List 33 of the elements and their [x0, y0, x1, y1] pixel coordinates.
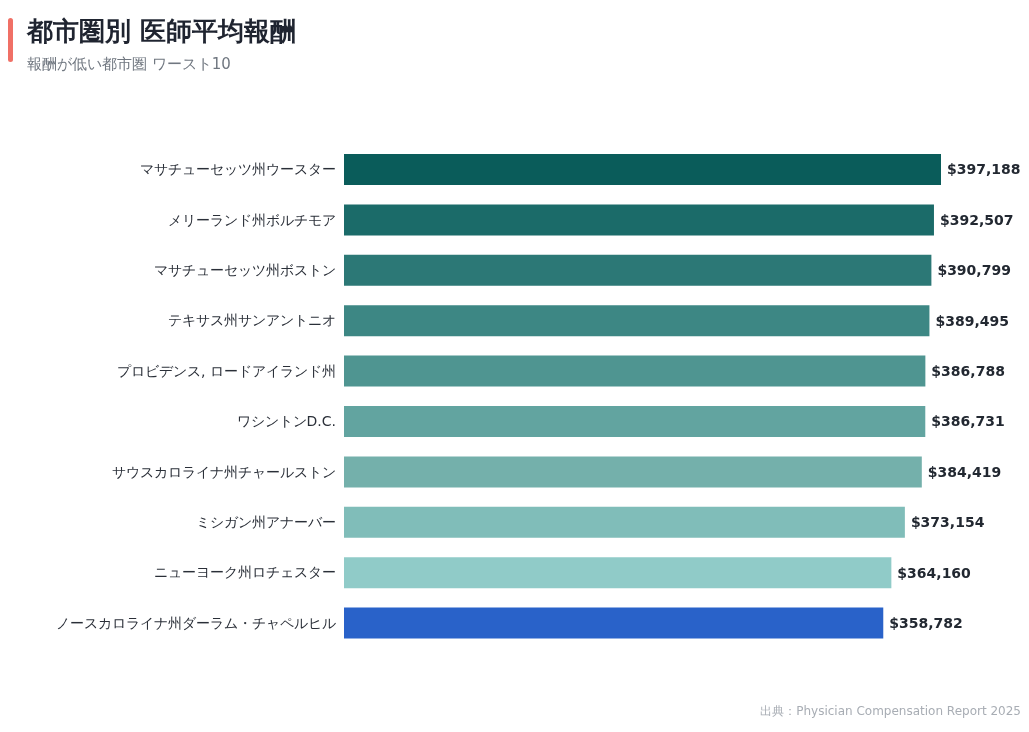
y-tick-label: メリーランド州ボルチモア [168, 211, 336, 228]
y-tick-label: プロビデンス, ロードアイランド州 [117, 362, 336, 379]
bar [344, 607, 884, 639]
data-label: $373,154 [910, 514, 985, 531]
source-note: 出典：Physician Compensation Report 2025 [760, 703, 1021, 720]
text: 報酬が低い都市圏 ワースト10 [27, 55, 232, 74]
y-tick-label: ミシガン州アナーバー [196, 513, 336, 530]
y-tick-label: マサチューセッツ州ボストン [154, 261, 336, 278]
chart-title: 都市圏別 医師平均報酬 [27, 15, 297, 48]
data-label: $364,160 [897, 564, 972, 581]
bar [344, 456, 922, 488]
bar [344, 506, 905, 538]
y-tick-label: テキサス州サンアントニオ [168, 312, 336, 329]
y-tick-label: ノースカロライナ州ダーラム・チャペルヒル [56, 614, 336, 631]
y-tick-label: ワシントンD.C. [236, 413, 336, 430]
y-tick-label: マサチューセッツ州ウースター [140, 161, 336, 178]
bar [344, 254, 932, 286]
bar [344, 305, 930, 337]
y-tick-label: ニューヨーク州ロチェスター [154, 564, 336, 581]
data-label: $397,188 [947, 161, 1021, 178]
bar [344, 154, 941, 185]
y-tick-label: サウスカロライナ州チャールストン [112, 463, 336, 480]
bar [344, 406, 926, 437]
data-label: $389,495 [935, 312, 1009, 329]
data-label: $386,788 [931, 363, 1005, 379]
bar [344, 557, 892, 589]
data-label: $390,799 [937, 262, 1011, 279]
data-label: $392,507 [939, 211, 1014, 228]
data-label: $386,731 [931, 413, 1005, 430]
bar [344, 204, 934, 236]
data-label: $358,782 [889, 615, 963, 631]
bar [344, 355, 926, 387]
data-label: $384,419 [927, 463, 1002, 480]
